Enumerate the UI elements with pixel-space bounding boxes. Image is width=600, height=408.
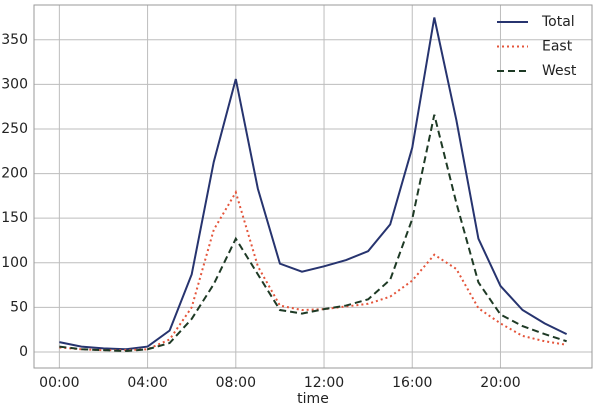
legend-label: West — [542, 63, 577, 79]
line-series — [59, 114, 567, 353]
x-tick-label: 08:00 — [216, 375, 256, 391]
legend-label: Total — [541, 14, 575, 30]
x-tick-label: 00:00 — [39, 375, 79, 391]
y-tick-label: 0 — [19, 344, 28, 360]
y-tick-label: 200 — [1, 166, 28, 182]
x-tick-label: 04:00 — [127, 375, 167, 391]
y-tick-label: 350 — [1, 32, 28, 48]
x-tick-label: 12:00 — [304, 375, 344, 391]
line-series — [59, 189, 567, 352]
x-axis-label: time — [297, 391, 329, 407]
x-tick-label: 16:00 — [392, 375, 432, 391]
line-series — [59, 17, 568, 351]
x-tick-label: 20:00 — [480, 375, 520, 391]
legend-label: East — [542, 39, 573, 55]
y-tick-label: 150 — [1, 210, 28, 226]
y-tick-label: 300 — [1, 76, 28, 92]
y-tick-label: 50 — [10, 299, 28, 315]
plot-frame — [33, 4, 593, 369]
y-tick-label: 100 — [1, 255, 28, 271]
y-tick-label: 250 — [1, 121, 28, 137]
